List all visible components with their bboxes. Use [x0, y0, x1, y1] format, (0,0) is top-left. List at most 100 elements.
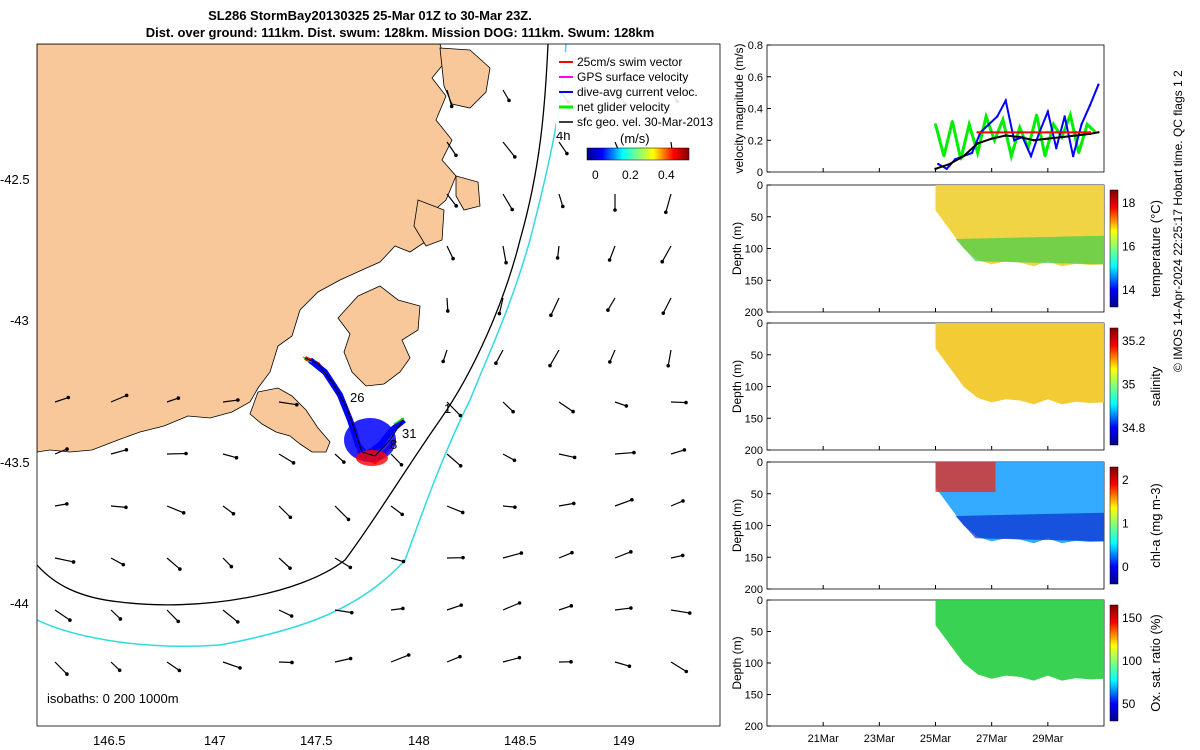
speed-colorbar-unit: (m/s): [620, 131, 650, 146]
panel-ytick: 0: [757, 457, 763, 469]
velocity-point: [993, 139, 996, 142]
velocity-vector: [502, 551, 524, 559]
velocity-point: [976, 142, 979, 145]
track-label-1: 1: [444, 401, 451, 416]
velocity-vector: [222, 609, 240, 624]
colorbar-tick: 35.2: [1122, 334, 1146, 348]
svg-text:25cm/s swim vector: 25cm/s swim vector: [577, 55, 682, 69]
panel-ytick: 100: [745, 521, 763, 533]
velocity-vector: [334, 557, 353, 570]
velocity-vector: [334, 453, 346, 464]
speed-colorbar-tick-2: 0.4: [658, 168, 675, 182]
section-colorbar: [1109, 466, 1119, 585]
speed-colorbar-tick-1: 0.2: [622, 168, 639, 182]
velocity-vector: [614, 661, 632, 668]
velocity-vector: [502, 453, 517, 463]
velocity-vector: [334, 505, 351, 522]
velocity-vector: [664, 193, 672, 215]
velocity-point: [934, 167, 937, 171]
land-islands: [413, 47, 491, 247]
panel-ytick: 0.4: [748, 104, 763, 116]
panel-ytick: 200: [745, 584, 763, 596]
velocity-vector: [548, 349, 560, 368]
velocity-point: [1018, 126, 1021, 129]
map-y-tick-42.5: -42.5: [0, 172, 30, 187]
velocity-vector: [502, 401, 515, 414]
velocity-vector: [334, 609, 354, 615]
map-x-tick-146.5: 146.5: [93, 733, 126, 748]
figure-title-line-2: Dist. over ground: 111km. Dist. swum: 12…: [145, 25, 655, 40]
panel-ytick: 100: [745, 382, 763, 394]
velocity-vector: [54, 661, 69, 676]
isobath-1000m: [37, 44, 567, 647]
legend-dive-avg-current: dive-avg current veloc.: [559, 85, 698, 99]
colorbar-tick: 50: [1122, 697, 1136, 711]
colorbar-tick: 150: [1122, 611, 1142, 625]
velocity-vector: [446, 654, 462, 663]
velocity-vector: [614, 606, 633, 611]
velocity-vector: [446, 89, 454, 109]
legend-net-glider-velocity: net glider velocity: [559, 100, 670, 114]
velocity-vector: [54, 557, 76, 564]
velocity-point: [948, 162, 951, 166]
velocity-vector: [558, 604, 574, 611]
svg-text:sfc geo. vel. 30-Mar-2013: sfc geo. vel. 30-Mar-2013: [577, 115, 713, 129]
velocity-point: [1004, 131, 1007, 134]
map-legend: 25cm/s swim vector GPS surface velocity …: [556, 52, 716, 132]
map-x-tick-148.5: 148.5: [504, 733, 537, 748]
velocity-vector: [613, 193, 617, 212]
velocity-point: [1018, 131, 1021, 134]
velocity-vector: [608, 349, 616, 364]
velocity-vector: [110, 609, 123, 621]
velocity-vector: [446, 505, 465, 515]
velocity-vector: [502, 601, 522, 611]
section-fill: [935, 600, 1104, 681]
colorbar-tick: 0: [1122, 560, 1129, 574]
velocity-point: [987, 123, 991, 126]
map-panel: 26 1 31 8 4h 25cm/s swim vector GPS surf…: [0, 43, 721, 748]
velocity-vector: [54, 447, 69, 455]
glider-track: [302, 356, 406, 466]
footer-note: © IMOS 14-Apr-2024 22:25:17 Hobart time.…: [1171, 70, 1185, 372]
figure-title-line-1: SL286 StormBay20130325 25-Mar 01Z to 30-…: [208, 8, 532, 23]
section-panel-4: Depth (m) 0 50 100 150 200 21Mar 23Mar 25Mar 27Ma…: [730, 595, 1163, 745]
velocity-vector: [441, 349, 448, 364]
velocity-point: [1097, 131, 1100, 134]
colorbar-tick: 14: [1122, 283, 1136, 297]
panel-xtick: 25Mar: [920, 733, 952, 745]
land-tasmania: [37, 44, 457, 453]
velocity-vector: [166, 396, 181, 403]
velocity-point: [1035, 113, 1038, 117]
velocity-vector: [278, 557, 292, 570]
map-y-tick-43: -43: [10, 313, 29, 328]
panel-ytick: 200: [745, 721, 763, 733]
velocity-point: [968, 123, 971, 126]
velocity-vector: [558, 193, 565, 209]
map-y-tick-44: -44: [10, 596, 29, 611]
velocity-vector: [558, 550, 574, 559]
velocity-point: [976, 131, 979, 134]
velocity-vector: [614, 550, 633, 559]
velocity-point: [1060, 135, 1064, 139]
velocity-point: [976, 151, 979, 155]
velocity-point: [1046, 137, 1050, 140]
velocity-point: [1063, 115, 1066, 118]
velocity-point: [951, 120, 954, 123]
velocity-vector: [670, 609, 692, 615]
colorbar-label: temperature (°C): [1148, 200, 1163, 297]
velocity-vector: [614, 401, 629, 408]
velocity-point: [1071, 154, 1075, 158]
velocity-point: [1018, 135, 1021, 139]
land-peninsula: [337, 285, 421, 387]
velocity-point: [996, 115, 999, 118]
velocity-point: [1046, 131, 1050, 134]
velocity-point: [945, 167, 948, 171]
velocity-vector: [502, 89, 511, 103]
section-colorbar: [1109, 327, 1119, 446]
colorbar-tick: 2: [1122, 473, 1129, 487]
time-series-panels: velocity magnitude (m/s) 0 0.2 0.4 0.6 0.8 Dep…: [730, 40, 1163, 745]
velocity-vector: [558, 401, 575, 414]
section-panel-3: Depth (m) 0 50 100 150 200 2 1 0 chl-a (mg m-3): [730, 457, 1163, 596]
velocity-vector: [278, 505, 293, 520]
